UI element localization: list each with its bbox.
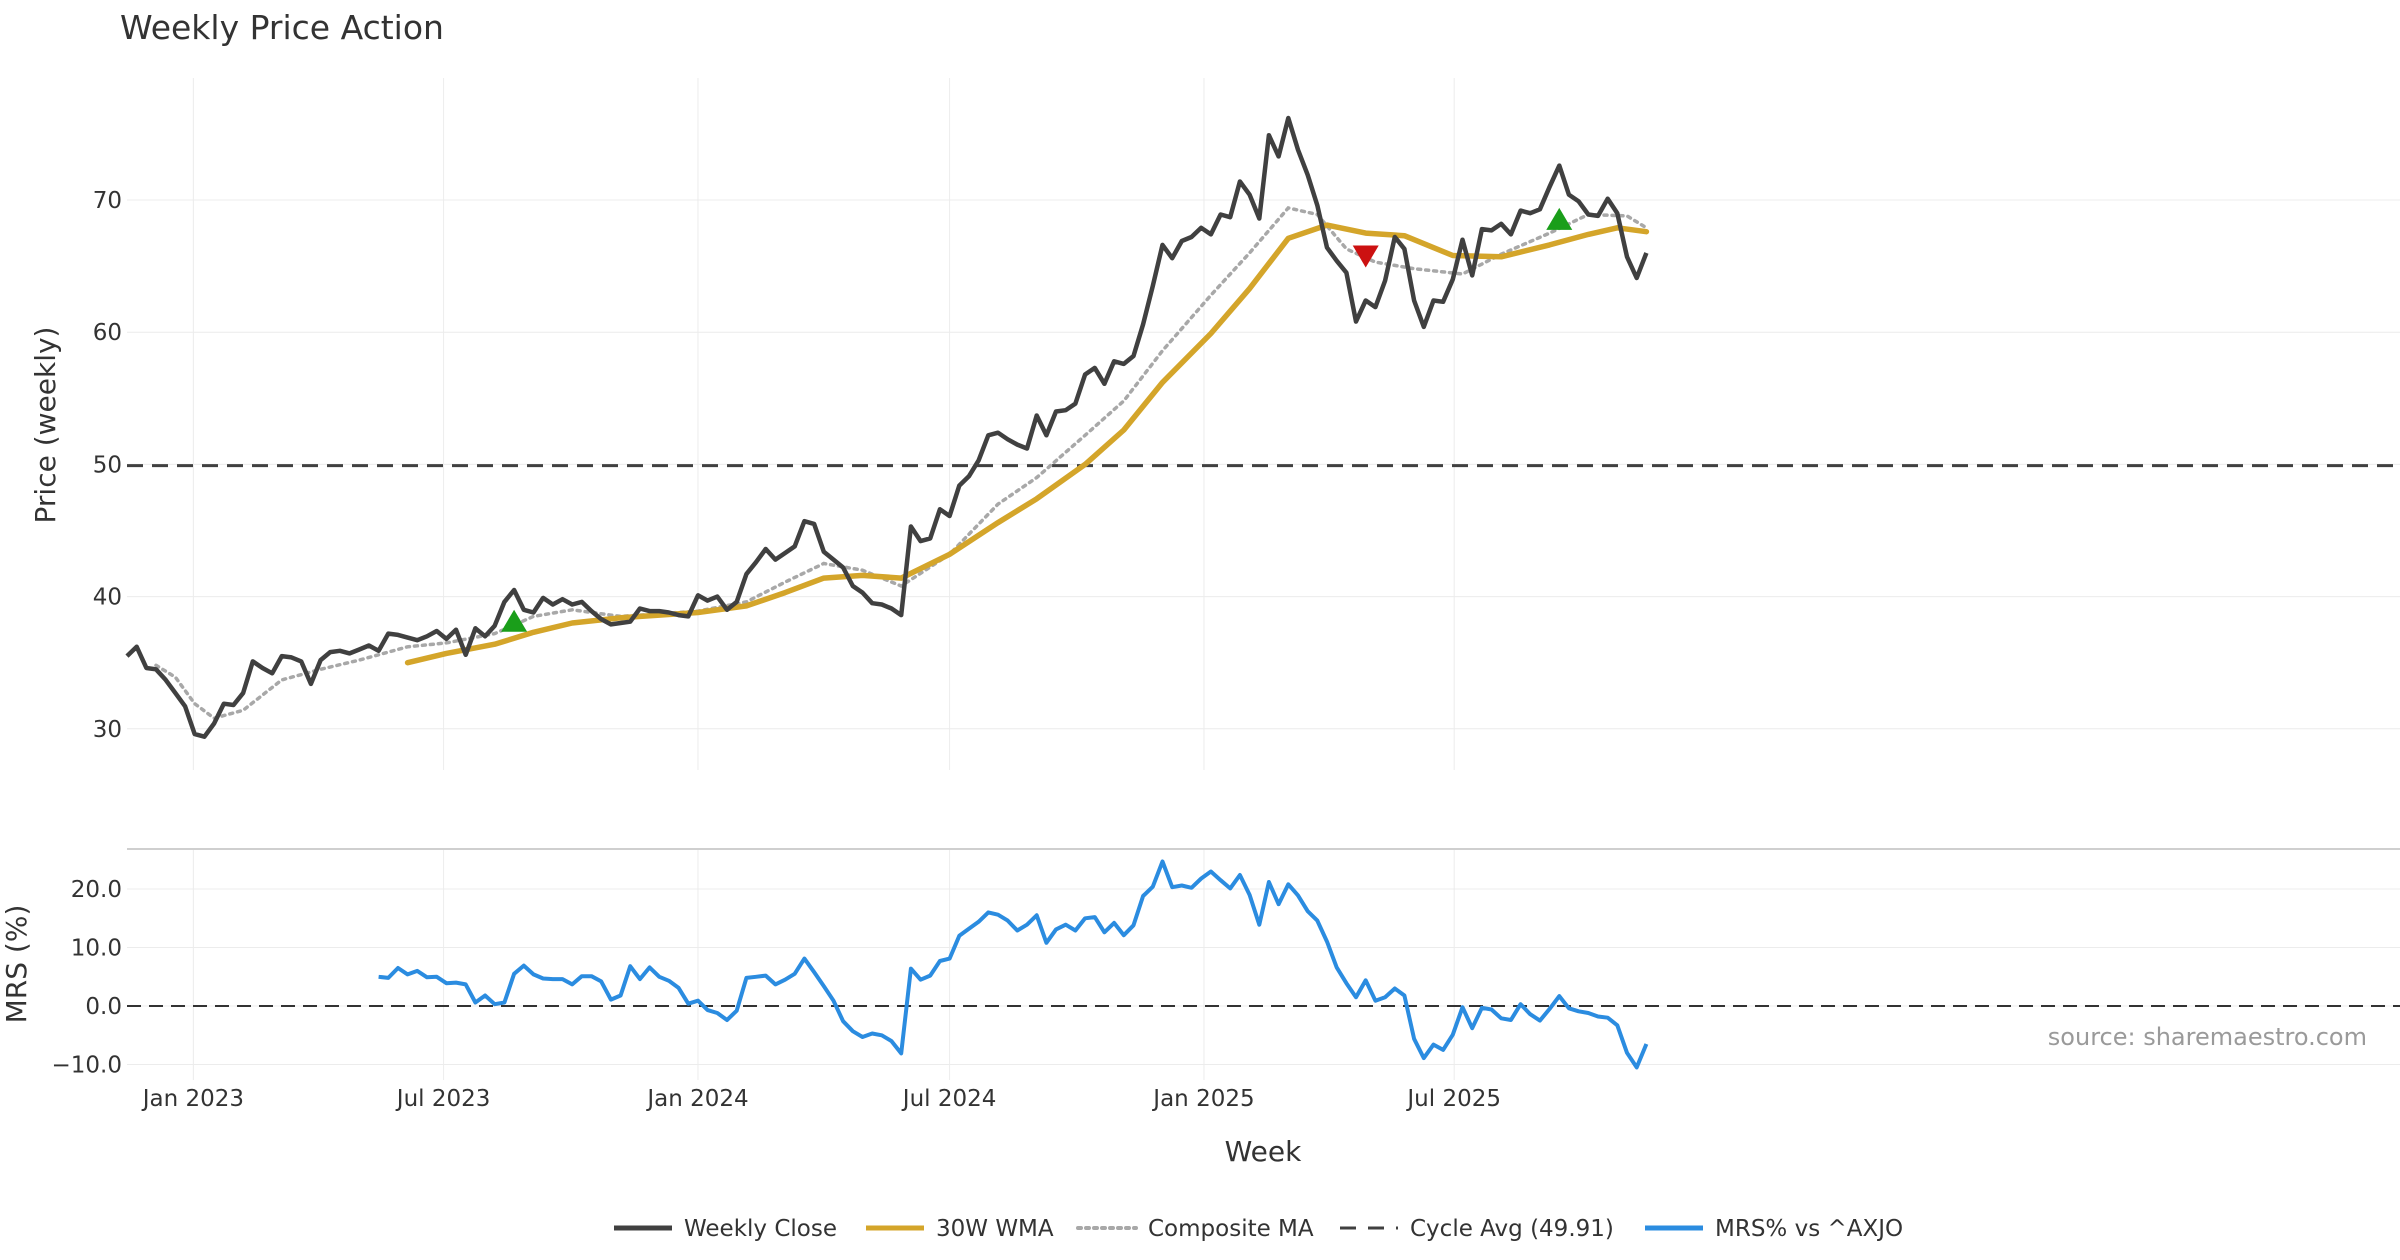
price-y-tick-label: 60 — [93, 320, 122, 346]
legend-label: MRS% vs ^AXJO — [1715, 1216, 1903, 1242]
x-tick-label: Jan 2025 — [1151, 1086, 1254, 1112]
mrs-y-tick-label: −10.0 — [52, 1053, 122, 1079]
legend: Weekly Close 30W WMA Composite MA Cycle Avg… — [614, 1216, 1903, 1242]
legend-item: Cycle Avg (49.91) — [1340, 1216, 1614, 1242]
text-layer: Weekly Price Action 30 40 50 60 70 20.0 10.0 0.0… — [0, 8, 2367, 1168]
legend-item: MRS% vs ^AXJO — [1645, 1216, 1903, 1242]
x-tick-label: Jan 2024 — [645, 1086, 748, 1112]
mrs-y-tick-label: 10.0 — [71, 936, 122, 962]
weekly-close-line — [125, 115, 1649, 739]
composite-ma-line — [154, 205, 1649, 721]
wma30-line — [404, 222, 1650, 666]
x-axis-label: Week — [1225, 1135, 1302, 1168]
x-tick-label: Jul 2023 — [395, 1086, 491, 1112]
legend-label: Composite MA — [1148, 1216, 1314, 1242]
chart-title: Weekly Price Action — [120, 8, 444, 47]
legend-label: Weekly Close — [684, 1216, 837, 1242]
legend-item: Composite MA — [1076, 1216, 1314, 1242]
x-tick-label: Jan 2023 — [141, 1086, 244, 1112]
legend-label: 30W WMA — [936, 1216, 1054, 1242]
mrs-y-tick-label: 20.0 — [71, 877, 122, 903]
price-y-tick-label: 40 — [93, 585, 122, 611]
x-tick-label: Jul 2024 — [901, 1086, 997, 1112]
legend-item: Weekly Close — [614, 1216, 837, 1242]
price-y-axis-label: Price (weekly) — [29, 327, 62, 524]
mrs-line — [378, 859, 1649, 1070]
series-layer — [125, 115, 2400, 1070]
mrs-y-tick-label: 0.0 — [85, 994, 122, 1020]
source-label: source: sharemaestro.com — [2048, 1023, 2367, 1051]
legend-label: Cycle Avg (49.91) — [1410, 1216, 1614, 1242]
buy-signal-marker — [501, 609, 528, 632]
price-y-tick-label: 50 — [93, 452, 122, 478]
mrs-y-axis-label: MRS (%) — [0, 905, 33, 1024]
price-y-tick-label: 70 — [93, 188, 122, 214]
price-y-tick-label: 30 — [93, 717, 122, 743]
grid-layer — [127, 78, 2400, 1080]
x-tick-label: Jul 2025 — [1405, 1086, 1501, 1112]
legend-item: 30W WMA — [866, 1216, 1054, 1242]
sell-signal-marker — [1352, 245, 1379, 268]
buy-signal-marker — [1546, 207, 1573, 230]
